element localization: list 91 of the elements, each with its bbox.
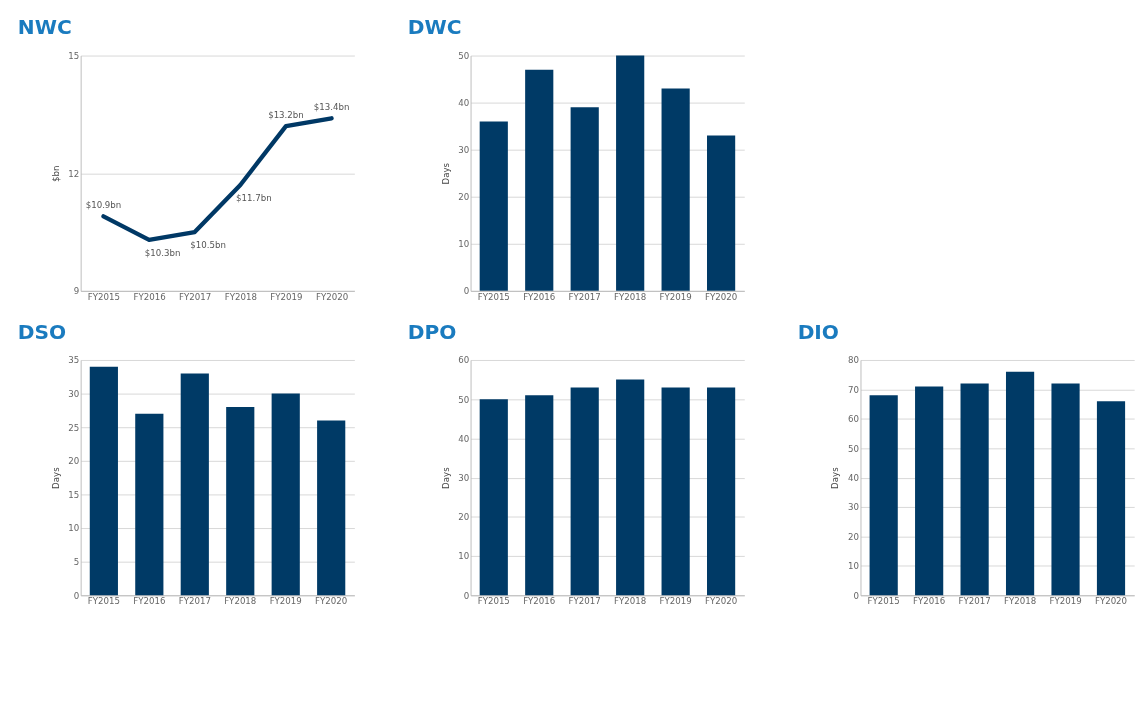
y-tick-label: 60 — [848, 414, 860, 425]
y-tick-label: 80 — [848, 355, 860, 366]
y-tick-label: 10 — [458, 551, 470, 562]
y-tick-label: 50 — [848, 443, 860, 454]
chart-title: DIO — [797, 319, 840, 344]
y-tick-label: 10 — [68, 523, 80, 534]
x-tick-label: FY2020 — [1094, 596, 1128, 607]
x-tick-label: FY2016 — [133, 291, 166, 302]
y-tick-label: 0 — [73, 590, 80, 601]
x-tick-label: FY2020 — [705, 596, 738, 607]
x-tick-label: FY2016 — [913, 596, 946, 607]
data-label: $13.4bn — [313, 101, 350, 112]
y-tick-label: 0 — [463, 590, 470, 601]
chart-title: NWC — [17, 15, 72, 40]
x-tick-label: FY2017 — [568, 291, 601, 302]
x-tick-label: FY2020 — [315, 596, 348, 607]
x-tick-label: FY2019 — [659, 596, 692, 607]
x-tick-label: FY2016 — [133, 596, 166, 607]
y-tick-label: 40 — [458, 433, 470, 444]
y-tick-label: 15 — [68, 50, 80, 61]
y-tick-label: 30 — [848, 502, 860, 513]
x-tick-label: FY2018 — [614, 596, 647, 607]
y-tick-label: 50 — [458, 394, 470, 405]
bar — [661, 88, 690, 291]
y-tick-label: 15 — [68, 489, 80, 500]
x-tick-label: FY2015 — [477, 291, 510, 302]
x-tick-label: FY2017 — [568, 596, 601, 607]
bar — [570, 107, 599, 291]
y-axis-title: Days — [830, 466, 841, 489]
x-tick-label: FY2018 — [224, 596, 257, 607]
x-tick-label: FY2015 — [867, 596, 900, 607]
bar — [135, 413, 164, 596]
x-tick-label: FY2019 — [1049, 596, 1082, 607]
y-tick-label: 10 — [458, 239, 470, 250]
y-tick-label: 40 — [848, 473, 860, 484]
chart-title: DPO — [407, 319, 457, 344]
data-label: $10.9bn — [85, 199, 122, 210]
x-tick-label: FY2017 — [958, 596, 991, 607]
y-tick-label: 20 — [848, 531, 860, 542]
y-tick-label: 30 — [458, 473, 470, 484]
y-tick-label: 5 — [73, 557, 80, 568]
x-tick-label: FY2018 — [614, 291, 647, 302]
y-axis-title: Days — [440, 466, 451, 489]
bar — [180, 373, 209, 596]
y-tick-label: 30 — [68, 388, 80, 399]
y-tick-label: 35 — [68, 355, 80, 366]
chart-title: DWC — [407, 15, 462, 40]
bar — [89, 366, 118, 596]
y-axis-title: Days — [50, 466, 61, 489]
data-label: $10.5bn — [190, 240, 226, 251]
y-tick-label: 70 — [848, 384, 860, 395]
bar — [317, 420, 346, 596]
y-tick-label: 12 — [68, 168, 80, 179]
x-tick-label: FY2015 — [477, 596, 510, 607]
data-label: $10.3bn — [144, 248, 181, 259]
y-tick-label: 40 — [458, 97, 470, 108]
y-tick-label: 0 — [853, 590, 860, 601]
x-tick-label: FY2015 — [87, 596, 120, 607]
x-tick-label: FY2018 — [224, 291, 257, 302]
y-tick-label: 30 — [458, 145, 470, 156]
data-label: $13.2bn — [268, 109, 304, 120]
bar — [271, 393, 300, 596]
y-tick-label: 9 — [73, 286, 80, 297]
bar — [616, 55, 645, 291]
x-tick-label: FY2015 — [87, 291, 121, 302]
x-tick-label: FY2020 — [315, 291, 349, 302]
x-tick-label: FY2018 — [1003, 596, 1037, 607]
x-tick-label: FY2017 — [179, 291, 212, 302]
x-tick-label: FY2019 — [270, 291, 303, 302]
chart-title: DSO — [17, 319, 67, 344]
y-tick-label: 20 — [458, 512, 470, 523]
y-tick-label: 25 — [68, 422, 80, 433]
x-tick-label: FY2016 — [523, 596, 556, 607]
data-label: $11.7bn — [235, 193, 272, 204]
x-tick-label: FY2016 — [523, 291, 556, 302]
y-tick-label: 20 — [458, 192, 470, 203]
bar — [226, 407, 255, 596]
y-axis-title: $bn — [50, 165, 61, 182]
y-tick-label: 0 — [463, 286, 470, 297]
y-tick-label: 60 — [458, 355, 470, 366]
x-tick-label: FY2020 — [705, 291, 738, 302]
y-tick-label: 10 — [848, 561, 860, 572]
x-tick-label: FY2019 — [659, 291, 692, 302]
bar — [707, 135, 736, 291]
y-tick-label: 50 — [458, 50, 470, 61]
x-tick-label: FY2017 — [178, 596, 211, 607]
bar — [525, 69, 554, 291]
x-tick-label: FY2019 — [269, 596, 302, 607]
y-tick-label: 20 — [68, 456, 80, 467]
y-axis-title: Days — [440, 162, 451, 185]
bar — [479, 121, 508, 291]
